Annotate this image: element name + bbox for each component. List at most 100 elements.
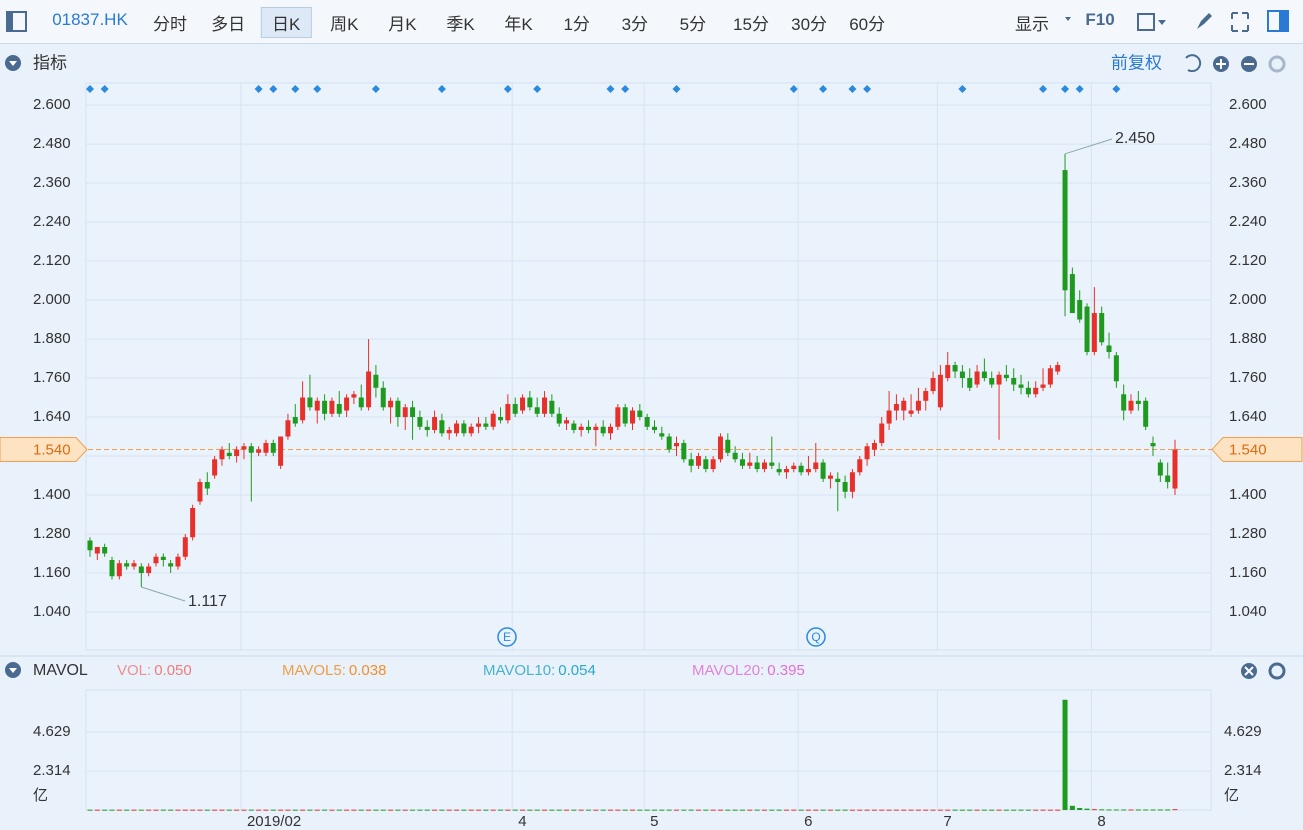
volume-bar [380, 809, 386, 811]
candle-body [791, 465, 797, 470]
candle-body [1018, 384, 1024, 388]
volume-bar [644, 809, 650, 811]
candle-body [285, 420, 291, 437]
volume-bar [300, 809, 306, 811]
volume-bar [659, 809, 665, 811]
period-tab[interactable]: 月K [388, 15, 417, 34]
legend-value: 0.054 [558, 662, 596, 679]
period-tab[interactable]: 周K [330, 15, 359, 34]
period-tab[interactable]: 年K [504, 15, 533, 34]
y-tick-label: 4.629 [1224, 723, 1262, 740]
candle-body [681, 443, 687, 460]
period-tab[interactable]: 60分 [849, 15, 886, 34]
legend-name: VOL: [117, 662, 151, 679]
candle-body [549, 400, 555, 414]
candle-body [1047, 368, 1053, 385]
volume-bar [146, 809, 152, 811]
candle-body [402, 407, 408, 418]
settings-icon[interactable] [1268, 662, 1286, 680]
settings-icon[interactable] [1268, 55, 1286, 73]
volume-bar [1157, 809, 1163, 811]
period-tab[interactable]: 1分 [563, 15, 590, 34]
volume-bar [358, 809, 364, 811]
volume-bar [805, 809, 811, 811]
candle-body [234, 449, 240, 457]
period-tab[interactable]: 15分 [733, 15, 769, 34]
volume-bar [542, 809, 548, 811]
y-tick-label: 2.120 [1229, 252, 1267, 269]
toolbar-icons [1065, 12, 1249, 32]
volume-bar [835, 809, 841, 811]
volume-bar [754, 809, 760, 811]
candle-body [820, 462, 826, 479]
y-tick-label: 1.400 [33, 486, 71, 503]
candle-body [270, 443, 276, 453]
price-tag [0, 437, 88, 463]
event-marker [819, 85, 828, 93]
candle-body [505, 404, 511, 421]
candle-body [94, 546, 100, 554]
volume-bar [1062, 699, 1068, 810]
candle-body [454, 423, 460, 434]
volume-bar [402, 809, 408, 811]
candle-body [1011, 378, 1017, 385]
volume-bar [226, 809, 232, 811]
volume-bar [410, 809, 416, 811]
collapse-arrow [9, 668, 17, 673]
event-marker [254, 85, 263, 93]
candle-body [717, 436, 723, 460]
x-tick-label: 6 [804, 813, 812, 830]
volume-bar [1033, 809, 1039, 811]
candle-body [197, 482, 203, 502]
volume-bar [292, 809, 298, 811]
event-marker [958, 85, 967, 93]
candle-body [666, 436, 672, 450]
cross [1244, 666, 1254, 676]
candle-body [424, 426, 430, 431]
volume-bar [153, 809, 159, 811]
event-badge-text: Q [811, 630, 820, 644]
price-tag [1211, 437, 1303, 463]
candle-body [556, 413, 562, 424]
period-tab[interactable]: 季K [446, 15, 475, 34]
volume-bar [879, 809, 885, 811]
candle-body [798, 465, 804, 473]
y-tick-label: 2.000 [1229, 291, 1267, 308]
display-menu[interactable]: 显示 [1015, 15, 1049, 34]
period-tab[interactable]: 多日 [211, 15, 246, 34]
symbol[interactable]: 01837.HK [52, 10, 128, 29]
period-tab[interactable]: 5分 [679, 15, 707, 34]
candle-body [204, 482, 210, 489]
candle-body [498, 417, 504, 421]
candle-body [520, 397, 526, 411]
period-tab[interactable]: 3分 [621, 15, 649, 34]
volume-bar [1165, 809, 1171, 811]
candle-body [564, 420, 570, 424]
period-tab[interactable]: 30分 [791, 15, 828, 34]
volume-bar [681, 809, 687, 811]
f10-button[interactable]: F10 [1085, 10, 1115, 29]
volume-bar [886, 809, 892, 811]
event-marker [533, 85, 542, 93]
volume-bar [827, 809, 833, 811]
period-tab[interactable]: 日K [261, 7, 312, 38]
undo-icon[interactable] [1185, 54, 1202, 73]
panel-icon[interactable] [1266, 9, 1292, 35]
volume-bar [608, 809, 614, 811]
y-tick-label: 4.629 [33, 723, 71, 740]
volume-bar [651, 809, 657, 811]
event-marker [1061, 85, 1070, 93]
y-tick-label: 1.640 [1229, 408, 1267, 425]
plus [1216, 59, 1226, 69]
volume-bar [1121, 809, 1127, 811]
volume-bar [915, 809, 921, 811]
volume-bar [190, 809, 196, 811]
legend-value: 0.038 [349, 662, 387, 679]
volume-bar [168, 809, 174, 811]
period-tab[interactable]: 分时 [153, 15, 187, 34]
volume-bar [710, 809, 716, 811]
sidebar-icon[interactable] [5, 10, 29, 34]
adjust-mode[interactable]: 前复权 [1111, 53, 1162, 72]
volume-bar [505, 809, 511, 811]
candle-body [981, 371, 987, 379]
